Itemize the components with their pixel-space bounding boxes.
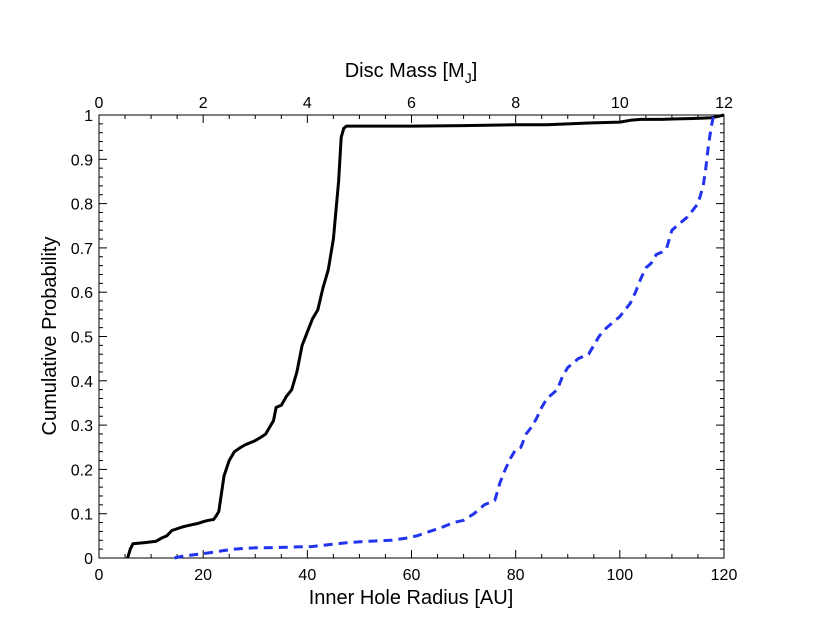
top-x-tick-label: 12: [715, 95, 733, 112]
inner-hole-radius-series: [174, 114, 716, 560]
x-axis-title: Inner Hole Radius [AU]: [309, 587, 514, 609]
y-tick-label: 0.6: [71, 285, 93, 302]
x-tick-label: 0: [95, 567, 104, 584]
y-tick-label: 0.1: [71, 507, 93, 524]
top-axis-title: Disc Mass [MJ]: [345, 60, 478, 86]
x-tick-label: 120: [711, 567, 738, 584]
y-tick-label: 0.3: [71, 418, 93, 435]
y-tick-label: 0.7: [71, 241, 93, 258]
y-tick-label: 0.8: [71, 197, 93, 214]
top-axis-title-end: ]: [472, 60, 478, 82]
y-tick-label: 0.9: [71, 152, 93, 169]
x-tick-label: 40: [298, 567, 316, 584]
y-tick-label: 0.4: [71, 374, 93, 391]
top-x-tick-label: 6: [407, 95, 416, 112]
disc-mass-series: [126, 113, 725, 559]
top-axis-title-main: Disc Mass [M: [345, 60, 465, 82]
top-x-tick-label: 10: [611, 95, 629, 112]
x-tick-label: 20: [194, 567, 212, 584]
top-x-tick-label: 0: [95, 95, 104, 112]
y-tick-label: 0: [84, 551, 93, 568]
y-tick-label: 0.2: [71, 462, 93, 479]
y-tick-label: 0.5: [71, 330, 93, 347]
top-x-tick-label: 2: [199, 95, 208, 112]
x-tick-label: 60: [403, 567, 421, 584]
top-x-tick-label: 8: [511, 95, 520, 112]
x-tick-label: 80: [507, 567, 525, 584]
top-x-tick-label: 4: [303, 95, 312, 112]
plot-frame: [98, 114, 725, 559]
y-tick-label: 1: [84, 108, 93, 125]
x-tick-label: 100: [606, 567, 633, 584]
top-axis-title-subscript: J: [465, 70, 472, 86]
y-axis-title: Cumulative Probability: [39, 237, 61, 436]
